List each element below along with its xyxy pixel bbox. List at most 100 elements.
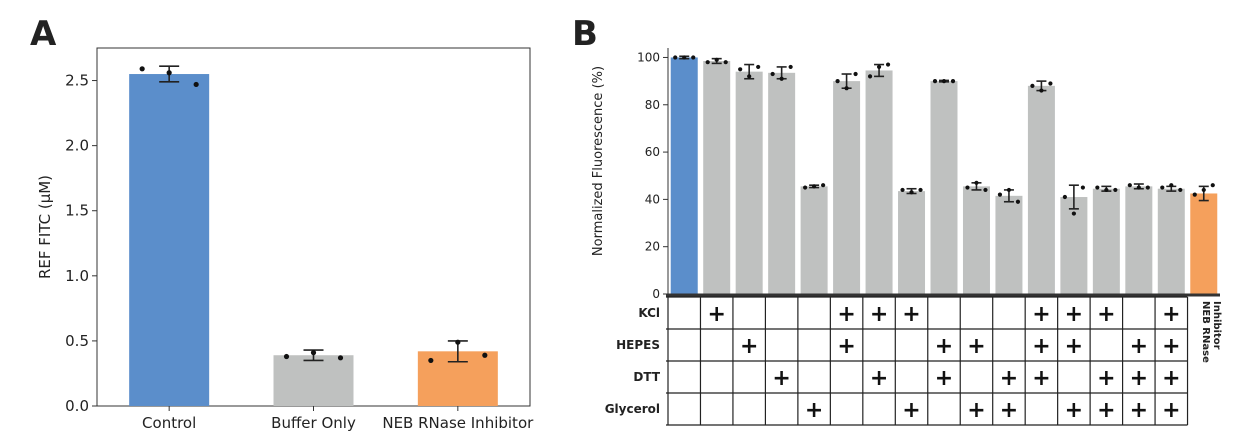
- matrix-plus-mark: +: [1097, 398, 1115, 423]
- side-label-line-2: Inhibitor: [1211, 301, 1222, 350]
- data-point-b: [1136, 185, 1141, 190]
- data-point-a: [310, 350, 317, 356]
- data-point-b: [1062, 194, 1067, 200]
- data-point-b: [844, 86, 849, 91]
- matrix-plus-mark: +: [740, 334, 758, 359]
- data-point-b: [997, 192, 1003, 197]
- x-tick-label-a: NEB RNase Inhibitor: [382, 414, 534, 432]
- bar-a: [129, 74, 210, 406]
- matrix-plus-mark: +: [1097, 366, 1115, 391]
- matrix-row-label: HEPES: [616, 338, 660, 352]
- matrix-plus-mark: +: [1032, 302, 1050, 327]
- matrix-plus-mark: +: [1130, 366, 1148, 391]
- matrix-plus-mark: +: [1000, 366, 1018, 391]
- data-point-b: [705, 60, 710, 65]
- bar-b: [898, 191, 926, 294]
- matrix-plus-mark: +: [837, 334, 855, 359]
- data-point-b: [812, 184, 817, 189]
- data-point-b: [1127, 183, 1132, 188]
- data-point-b: [876, 64, 882, 70]
- y-tick-label-a: 2.0: [65, 137, 89, 155]
- data-point-b: [1104, 187, 1109, 193]
- bar-b: [833, 81, 861, 294]
- x-tick-label-a: Buffer Only: [271, 414, 356, 432]
- data-point-b: [1192, 192, 1197, 197]
- data-point-a: [428, 357, 434, 364]
- matrix-row-label: DTT: [633, 370, 660, 384]
- bar-b: [703, 61, 731, 295]
- data-point-b: [1160, 185, 1165, 190]
- data-point-a: [455, 339, 461, 345]
- y-tick-label-b: 60: [645, 145, 660, 159]
- data-point-b: [1071, 211, 1076, 216]
- matrix-plus-mark: +: [1032, 334, 1050, 359]
- data-point-b: [918, 187, 923, 193]
- chart-a: 0.0 0.5 1.0 1.5 2.0 2.5 Control Buffer Only NEB …: [36, 47, 534, 432]
- y-tick-label-b: 0: [652, 287, 660, 301]
- data-point-b: [1113, 187, 1118, 193]
- matrix-plus-mark: +: [1162, 366, 1180, 391]
- matrix-plus-mark: +: [1162, 398, 1180, 423]
- matrix-plus-mark: +: [935, 334, 953, 359]
- data-point-b: [1048, 81, 1053, 86]
- data-point-b: [900, 187, 905, 193]
- data-point-b: [803, 185, 808, 190]
- bar-b: [800, 186, 828, 294]
- data-point-b: [965, 185, 970, 190]
- y-tick-label-a: 2.5: [65, 72, 89, 90]
- data-point-b: [673, 55, 678, 60]
- data-point-b: [770, 71, 775, 77]
- y-axis-label-a: REF FITC (µM): [36, 175, 54, 279]
- matrix-plus-mark: +: [1097, 302, 1115, 327]
- data-point-b: [932, 79, 938, 84]
- matrix-plus-mark: +: [837, 302, 855, 327]
- panel-letter-a: A: [30, 14, 57, 54]
- matrix-plus-mark: +: [1130, 334, 1148, 359]
- matrix-plus-mark: +: [902, 398, 920, 423]
- bar-b: [768, 72, 796, 294]
- side-label-line-1: NEB RNase: [1200, 301, 1211, 363]
- bar-b: [1092, 188, 1120, 294]
- bar-b: [1190, 193, 1218, 294]
- data-point-b: [1210, 183, 1215, 188]
- matrix-plus-mark: +: [1065, 334, 1083, 359]
- matrix-plus-mark: +: [870, 366, 888, 391]
- data-point-b: [1030, 83, 1035, 88]
- data-point-a: [193, 81, 199, 88]
- y-axis-label-b: Normalized Fluorescence (%): [591, 66, 606, 256]
- bar-b: [1125, 186, 1153, 294]
- data-point-b: [1039, 88, 1044, 93]
- data-point-b: [738, 67, 743, 72]
- y-tick-label-a: 1.0: [65, 267, 89, 285]
- data-point-b: [941, 79, 947, 84]
- panel-letter-b: B: [572, 14, 598, 54]
- chart-b: 0 20 40 60 80 100 Normalized Fluorescence (%) K…: [591, 48, 1222, 426]
- matrix-plus-mark: +: [967, 398, 985, 423]
- bar-b: [735, 71, 763, 295]
- bar-b: [962, 186, 990, 294]
- bar-b: [865, 70, 893, 294]
- data-point-b: [1201, 187, 1206, 193]
- data-point-b: [691, 55, 696, 60]
- data-point-a: [482, 352, 488, 358]
- bar-b: [1157, 188, 1185, 294]
- data-point-b: [1178, 187, 1183, 193]
- x-tick-label-a: Control: [142, 414, 196, 432]
- data-point-b: [714, 57, 719, 62]
- matrix-plus-mark: +: [1065, 302, 1083, 327]
- data-point-b: [950, 79, 956, 84]
- y-tick-label-b: 100: [637, 50, 660, 64]
- y-tick-label-a: 0.5: [65, 332, 89, 350]
- data-point-b: [1169, 183, 1174, 188]
- matrix-plus-mark: +: [870, 302, 888, 327]
- data-point-b: [682, 55, 687, 60]
- data-point-b: [835, 79, 840, 84]
- data-point-a: [283, 353, 290, 360]
- matrix-plus-mark: +: [902, 302, 920, 327]
- data-point-b: [1095, 185, 1100, 190]
- data-point-b: [885, 62, 891, 67]
- data-point-b: [821, 183, 826, 188]
- data-point-a: [166, 70, 172, 76]
- data-point-b: [747, 74, 752, 79]
